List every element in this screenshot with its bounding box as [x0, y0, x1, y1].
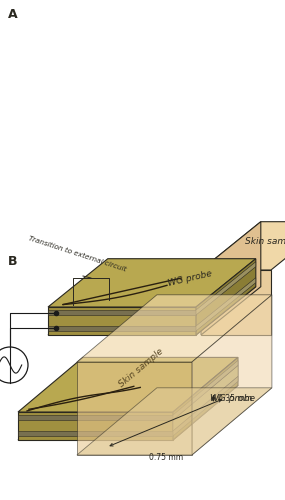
- Text: Transition to external circuit: Transition to external circuit: [28, 236, 127, 273]
- Text: Skin sample: Skin sample: [117, 346, 165, 389]
- Polygon shape: [48, 326, 196, 331]
- Polygon shape: [173, 376, 238, 436]
- Text: B: B: [8, 255, 17, 268]
- Polygon shape: [173, 358, 238, 440]
- Polygon shape: [18, 358, 238, 412]
- Polygon shape: [18, 415, 173, 420]
- Polygon shape: [18, 431, 173, 436]
- Polygon shape: [196, 278, 256, 331]
- Polygon shape: [201, 222, 261, 335]
- Polygon shape: [201, 270, 271, 335]
- Text: 0.35 mm: 0.35 mm: [217, 394, 252, 402]
- Polygon shape: [77, 362, 192, 455]
- Text: Skin sample: Skin sample: [245, 236, 285, 246]
- Polygon shape: [77, 295, 272, 362]
- Circle shape: [0, 347, 28, 383]
- Polygon shape: [48, 286, 256, 335]
- Polygon shape: [173, 366, 238, 431]
- Polygon shape: [77, 388, 272, 455]
- Polygon shape: [18, 386, 238, 440]
- Polygon shape: [196, 262, 256, 315]
- Polygon shape: [196, 258, 256, 335]
- Text: WG probe: WG probe: [167, 269, 213, 288]
- Polygon shape: [48, 307, 196, 335]
- Polygon shape: [48, 258, 256, 307]
- Polygon shape: [201, 222, 285, 270]
- Text: 0.75 mm: 0.75 mm: [149, 454, 183, 462]
- Polygon shape: [18, 412, 173, 440]
- Text: WG probe: WG probe: [209, 394, 255, 402]
- Text: A: A: [8, 8, 18, 21]
- Polygon shape: [48, 310, 196, 315]
- Polygon shape: [173, 360, 238, 420]
- Polygon shape: [192, 295, 272, 455]
